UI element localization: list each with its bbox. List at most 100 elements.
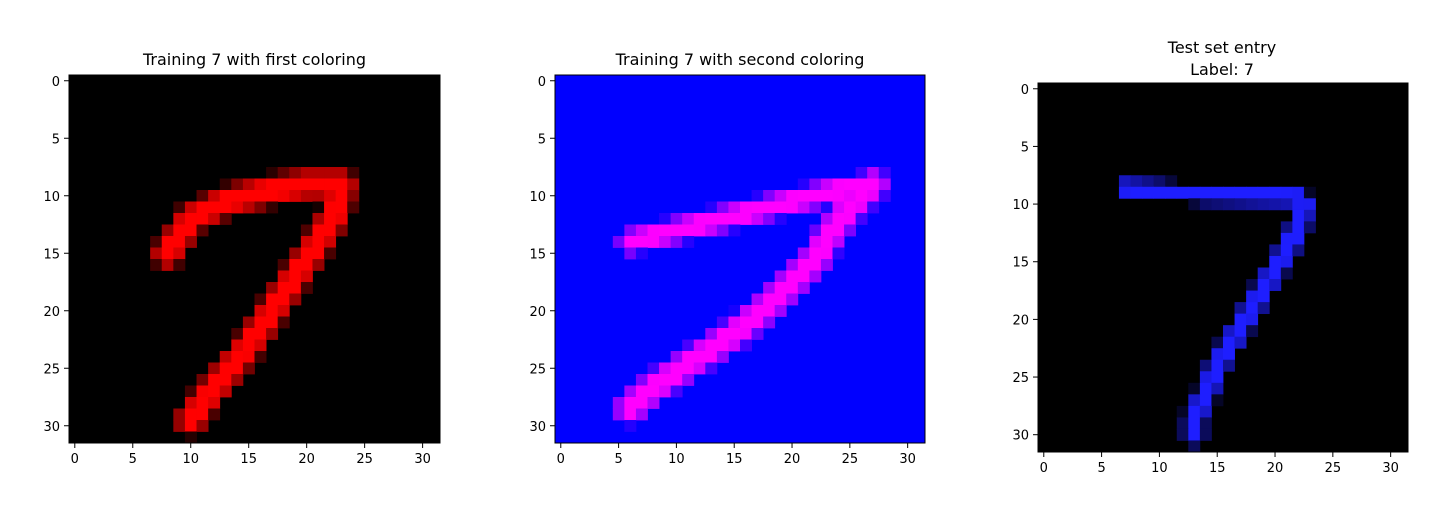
pixel <box>705 224 718 237</box>
pixel <box>1211 371 1224 384</box>
pixel <box>231 351 244 363</box>
x-tick-label: 20 <box>784 452 801 467</box>
pixel <box>300 247 313 260</box>
pixel <box>1269 279 1282 291</box>
pixel <box>347 201 360 214</box>
pixel <box>774 201 787 214</box>
y-tick-label: 0 <box>1021 83 1029 98</box>
pixel <box>277 270 290 283</box>
pixel <box>751 201 764 214</box>
pixel <box>705 213 718 225</box>
pixel <box>878 167 891 179</box>
pixel <box>635 374 648 386</box>
pixel <box>266 282 279 294</box>
y-tick-label: 10 <box>1012 198 1029 213</box>
y-tick-label: 15 <box>529 247 546 262</box>
pixel <box>184 224 197 237</box>
pixel <box>1246 313 1259 326</box>
y-tick-label: 30 <box>1012 429 1029 444</box>
pixel <box>624 408 637 421</box>
pixel <box>1269 244 1282 257</box>
pixel <box>324 167 337 179</box>
y-tick-label: 10 <box>43 190 60 205</box>
pixel <box>161 224 174 237</box>
pixel <box>855 190 868 202</box>
pixel <box>254 293 267 306</box>
pixel <box>254 351 267 363</box>
pixel <box>705 328 718 340</box>
pixel <box>763 316 776 329</box>
pixel <box>184 420 197 432</box>
pixel <box>219 190 232 202</box>
pixel <box>774 293 787 306</box>
pixel <box>624 385 637 398</box>
pixel <box>196 420 209 432</box>
pixel <box>1165 186 1178 199</box>
pixel <box>693 224 706 237</box>
pixel <box>1199 382 1212 395</box>
pixel <box>1303 209 1316 222</box>
pixel <box>173 408 186 421</box>
pixel <box>1280 198 1293 211</box>
x-tick-label: 15 <box>1209 461 1226 476</box>
pixel <box>647 385 660 398</box>
pixel <box>855 167 868 179</box>
pixel <box>820 213 833 225</box>
pixel <box>693 339 706 352</box>
pixel <box>867 190 880 202</box>
pixel <box>763 293 776 306</box>
pixel <box>254 305 267 317</box>
pixel <box>797 190 810 202</box>
pixel <box>242 351 255 363</box>
pixel <box>300 190 313 202</box>
pixel <box>277 178 290 191</box>
pixel <box>1246 198 1259 211</box>
x-tick-label: 0 <box>71 452 79 467</box>
pixel <box>659 236 672 248</box>
pixel <box>647 374 660 386</box>
pixel <box>289 247 302 260</box>
pixel <box>1199 371 1212 384</box>
pixel <box>219 213 232 225</box>
pixel <box>832 247 845 260</box>
pixel <box>786 259 799 271</box>
pixel <box>1211 348 1224 361</box>
pixel <box>1176 186 1189 199</box>
pixel <box>1269 267 1282 280</box>
pixel <box>1188 428 1201 441</box>
y-tick-label: 15 <box>1012 256 1029 271</box>
pixel <box>797 282 810 294</box>
pixel <box>1292 186 1305 199</box>
y-tick-label: 30 <box>529 420 546 435</box>
pixel <box>312 213 325 225</box>
pixel <box>1223 198 1235 211</box>
pixel <box>797 247 810 260</box>
pixel <box>670 374 683 386</box>
panel-3-title-line-1: Test set entry <box>1167 38 1276 57</box>
panel-1-axes: 0 5 10 15 20 25 30 0 5 10 15 20 25 30 <box>43 75 430 467</box>
panel-2-title-line-1: Training 7 with second coloring <box>615 50 865 69</box>
pixel <box>1188 394 1201 407</box>
pixel <box>682 351 695 363</box>
pixel <box>312 259 325 271</box>
pixel <box>832 178 845 191</box>
pixel <box>1199 417 1212 430</box>
pixel <box>231 362 244 375</box>
pixel <box>1223 186 1235 199</box>
pixel <box>624 224 637 237</box>
pixel <box>266 201 279 214</box>
panel-1-frame <box>68 74 441 444</box>
y-tick-label: 25 <box>1012 371 1029 386</box>
pixel <box>1118 186 1131 199</box>
pixel <box>324 190 337 202</box>
pixel <box>751 190 764 202</box>
pixel <box>1223 336 1235 349</box>
pixel <box>716 351 729 363</box>
pixel <box>150 247 163 260</box>
pixel <box>196 385 209 398</box>
pixel <box>1176 417 1189 430</box>
pixel <box>1199 186 1212 199</box>
pixel <box>289 178 302 191</box>
pixel <box>277 316 290 329</box>
